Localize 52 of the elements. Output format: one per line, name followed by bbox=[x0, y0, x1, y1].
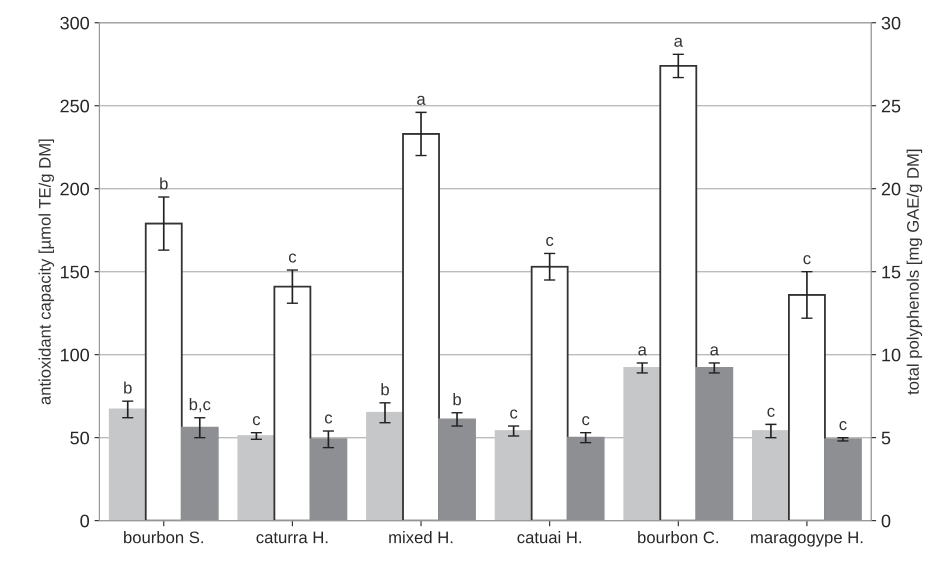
data-label: a bbox=[638, 346, 647, 356]
x-tick-label: bourbon C. bbox=[638, 531, 718, 544]
x-tick-label: maragogype H. bbox=[751, 532, 862, 547]
data-label: c bbox=[252, 416, 260, 426]
bar bbox=[237, 435, 276, 521]
y-tick-label: 0 bbox=[80, 514, 90, 528]
bar bbox=[108, 408, 147, 521]
y2-tick-label: 20 bbox=[882, 182, 900, 196]
y-tick-label: 100 bbox=[60, 348, 90, 362]
x-tick-label: mixed H. bbox=[389, 531, 452, 544]
bar bbox=[752, 430, 790, 521]
x-tick-label: caturra H. bbox=[256, 532, 328, 544]
data-label: b bbox=[160, 177, 168, 190]
y-tick-label: 50 bbox=[70, 432, 90, 444]
data-label: c bbox=[288, 253, 296, 263]
y-tick-label: 300 bbox=[60, 16, 90, 30]
x-tick-label: catuai H. bbox=[517, 531, 582, 544]
y-tick-label: 250 bbox=[60, 100, 90, 112]
y2-tick-label: 10 bbox=[882, 348, 900, 362]
data-label: c bbox=[582, 416, 590, 426]
bar bbox=[273, 286, 312, 521]
data-label: b bbox=[124, 381, 132, 394]
bar bbox=[144, 222, 183, 521]
data-label: c bbox=[839, 421, 847, 430]
y2-axis-title: total polyphenols [mg GAE/g DM] bbox=[906, 150, 922, 395]
data-label: c bbox=[510, 409, 518, 419]
y-tick-label: 200 bbox=[60, 182, 90, 196]
bar bbox=[494, 430, 533, 521]
x-tick-label: bourbon S. bbox=[124, 531, 204, 544]
y2-tick-label: 30 bbox=[882, 16, 900, 30]
bar bbox=[402, 133, 440, 521]
data-label: b,c bbox=[190, 398, 210, 412]
data-label: c bbox=[324, 414, 332, 424]
y-tick-label: 150 bbox=[60, 266, 90, 278]
y-axis-title: antioxidant capacity [µmol TE/g DM] bbox=[38, 139, 54, 404]
y2-tick-label: 25 bbox=[882, 100, 900, 112]
data-label: b bbox=[453, 393, 461, 406]
bar bbox=[788, 294, 826, 521]
data-label: a bbox=[674, 38, 683, 47]
data-label: c bbox=[767, 408, 775, 417]
y2-tick-label: 5 bbox=[882, 432, 890, 444]
data-label: a bbox=[417, 96, 426, 105]
data-label: a bbox=[710, 346, 719, 356]
bar bbox=[659, 65, 698, 521]
y2-tick-label: 0 bbox=[882, 514, 890, 528]
data-label: c bbox=[803, 255, 811, 264]
bar bbox=[366, 412, 404, 521]
data-label: c bbox=[546, 236, 554, 246]
bar bbox=[530, 266, 569, 521]
data-label: b bbox=[381, 383, 389, 396]
bar bbox=[623, 367, 662, 521]
y2-tick-label: 15 bbox=[882, 266, 900, 278]
